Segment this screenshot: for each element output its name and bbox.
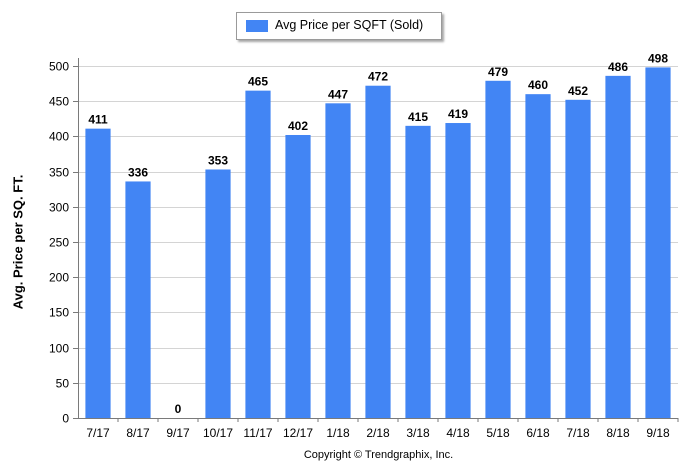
data-label: 402 [288, 119, 308, 133]
data-label: 486 [608, 60, 628, 74]
y-tick-label: 150 [49, 306, 69, 320]
data-label: 0 [175, 402, 182, 416]
bar [85, 128, 111, 418]
data-label: 498 [648, 51, 668, 65]
bar [285, 134, 311, 418]
data-label: 447 [328, 87, 348, 101]
x-tick-label: 8/18 [606, 426, 630, 440]
data-label: 479 [488, 65, 508, 79]
x-tick-label: 7/17 [86, 426, 110, 440]
y-tick-label: 300 [49, 201, 69, 215]
y-tick-label: 350 [49, 166, 69, 180]
bar [565, 99, 591, 419]
x-tick-label: 1/18 [326, 426, 350, 440]
bar [605, 75, 631, 418]
x-tick-label: 5/18 [486, 426, 510, 440]
data-label: 353 [208, 153, 228, 167]
x-tick-label: 2/18 [366, 426, 390, 440]
data-label: 419 [448, 107, 468, 121]
y-tick-label: 500 [49, 60, 69, 74]
data-label: 460 [528, 78, 548, 92]
y-tick-label: 250 [49, 236, 69, 250]
y-tick-label: 100 [49, 342, 69, 356]
y-tick-label: 200 [49, 271, 69, 285]
bar [525, 94, 551, 418]
bar [245, 90, 271, 418]
data-label: 452 [568, 84, 588, 98]
y-tick-label: 50 [56, 377, 70, 391]
y-tick-label: 400 [49, 130, 69, 144]
x-tick-label: 12/17 [283, 426, 313, 440]
copyright-text: Copyright © Trendgraphix, Inc. [303, 449, 454, 461]
data-label: 415 [408, 110, 428, 124]
bar [645, 67, 671, 419]
y-tick-label: 450 [49, 95, 69, 109]
bar [485, 80, 511, 418]
x-tick-label: 8/17 [126, 426, 150, 440]
bar [325, 103, 351, 418]
legend-label: Avg Price per SQFT (Sold) [275, 18, 424, 32]
x-tick-label: 7/18 [566, 426, 590, 440]
bar [405, 125, 431, 418]
x-tick-label: 4/18 [446, 426, 470, 440]
data-label: 336 [128, 165, 148, 179]
x-tick-label: 6/18 [526, 426, 550, 440]
bar [125, 181, 151, 418]
bar [445, 123, 471, 419]
x-tick-label: 11/17 [243, 426, 272, 440]
y-tick-label: 0 [62, 412, 69, 426]
bar [205, 169, 231, 418]
legend-swatch [246, 20, 268, 32]
data-label: 411 [88, 113, 108, 127]
x-tick-label: 9/17 [166, 426, 190, 440]
x-tick-label: 10/17 [203, 426, 233, 440]
data-label: 472 [368, 70, 388, 84]
bar [365, 85, 391, 418]
x-tick-label: 3/18 [406, 426, 430, 440]
data-label: 465 [248, 75, 268, 89]
x-tick-label: 9/18 [646, 426, 670, 440]
legend: Avg Price per SQFT (Sold) [236, 12, 442, 40]
